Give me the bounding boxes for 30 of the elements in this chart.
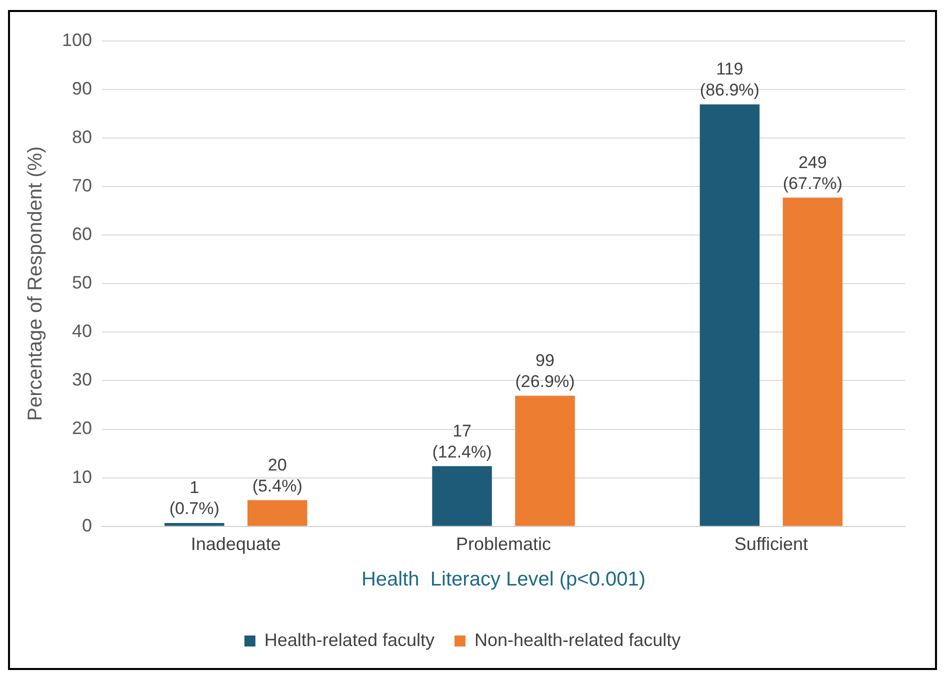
y-tick-label: 90 bbox=[72, 78, 92, 98]
y-tick-label: 80 bbox=[72, 126, 92, 147]
bar bbox=[247, 500, 308, 526]
y-tick-label: 10 bbox=[72, 466, 92, 487]
bar bbox=[432, 466, 492, 526]
data-label: 1 (0.7%) bbox=[169, 478, 220, 518]
y-tick-label: 20 bbox=[72, 418, 92, 438]
legend-label: Health-related faculty bbox=[264, 630, 434, 650]
x-tick-label: Sufficient bbox=[734, 534, 808, 554]
y-tick-label: 100 bbox=[62, 30, 92, 50]
x-tick-label: Problematic bbox=[456, 534, 552, 554]
bar bbox=[164, 523, 224, 526]
data-label: 249 (67.7%) bbox=[782, 152, 842, 193]
bar bbox=[515, 396, 575, 526]
y-tick-label: 30 bbox=[72, 370, 92, 390]
bar bbox=[782, 198, 843, 526]
y-tick-label: 50 bbox=[72, 272, 92, 293]
x-axis-title: Health Literacy Level (p<0.001) bbox=[361, 568, 646, 591]
data-label: 99 (26.9%) bbox=[515, 350, 575, 391]
data-label: 119 (86.9%) bbox=[700, 60, 760, 100]
y-tick-label: 0 bbox=[82, 515, 92, 536]
x-tick-label: Inadequate bbox=[190, 534, 281, 554]
y-axis-title: Percentage of Respondent (%) bbox=[24, 146, 47, 421]
y-tick-label: 70 bbox=[72, 175, 92, 196]
data-label: 20 (5.4%) bbox=[252, 455, 302, 496]
bar bbox=[700, 104, 760, 526]
data-label: 17 (12.4%) bbox=[432, 421, 492, 462]
y-tick-label: 40 bbox=[72, 321, 92, 342]
y-tick-label: 60 bbox=[72, 224, 92, 244]
legend-label: Non-health-related faculty bbox=[474, 630, 681, 650]
